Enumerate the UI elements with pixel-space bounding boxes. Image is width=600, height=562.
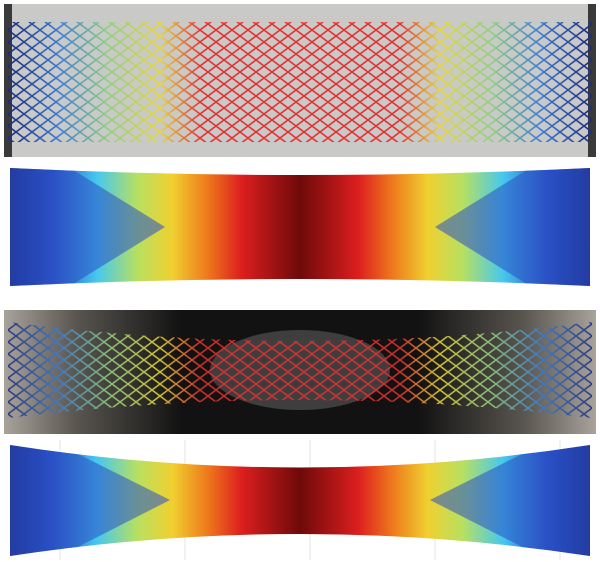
figure [0, 0, 600, 562]
panel-photo-2 [4, 310, 596, 434]
lattice [8, 22, 592, 142]
heatmap [10, 160, 590, 290]
panel-photo-1 [4, 4, 596, 157]
panel-sim-2 [10, 440, 590, 560]
page: (() => { const data = JSON.parse(documen… [0, 0, 600, 562]
panel-sim-1 [0, 160, 600, 295]
heatmap [10, 440, 590, 560]
lattice [8, 318, 592, 422]
